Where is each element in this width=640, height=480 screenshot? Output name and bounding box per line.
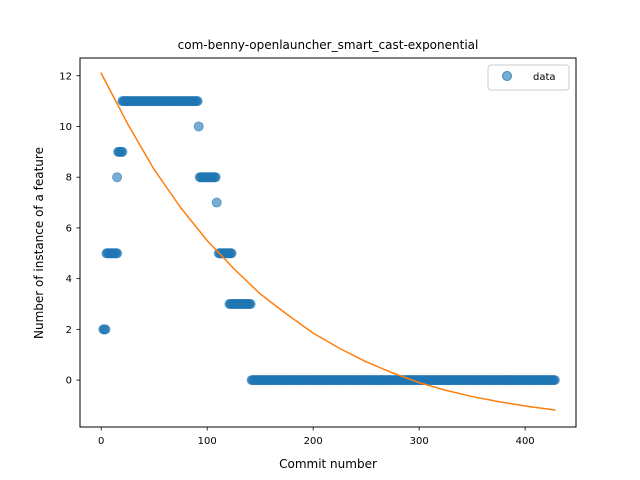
y-tick-label-0: 0 bbox=[66, 376, 72, 387]
data-point-19 bbox=[117, 146, 128, 157]
y-tick-label-2: 2 bbox=[66, 325, 72, 336]
legend: data bbox=[487, 64, 570, 91]
data-point-92 bbox=[193, 121, 204, 132]
fit-line bbox=[100, 72, 556, 411]
x-tick-label-200: 200 bbox=[304, 436, 323, 447]
x-tick-label-100: 100 bbox=[198, 436, 217, 447]
plot-frame bbox=[79, 57, 577, 428]
data-point-143 bbox=[245, 299, 256, 309]
y-tick-label-8: 8 bbox=[66, 173, 72, 184]
x-axis-label: Commit number bbox=[279, 457, 377, 471]
y-tick-label-10: 10 bbox=[59, 122, 72, 133]
chart-title: com-benny-openlauncher_smart_cast-expone… bbox=[178, 38, 479, 52]
data-point-430 bbox=[549, 375, 560, 386]
axes: 0 100 200 300 400 0 2 4 6 8 10 12 bbox=[59, 71, 534, 447]
legend-label: data bbox=[533, 72, 556, 83]
legend-box bbox=[487, 64, 570, 91]
data-point-14 bbox=[112, 172, 123, 183]
y-axis-label: Number of instance of a feature bbox=[32, 147, 46, 339]
data-point-2 bbox=[100, 324, 111, 335]
y-tick-label-4: 4 bbox=[66, 274, 72, 285]
legend-marker bbox=[502, 71, 512, 81]
data-point-122 bbox=[226, 248, 237, 259]
x-tick-label-400: 400 bbox=[516, 436, 535, 447]
y-tick-label-6: 6 bbox=[66, 223, 72, 234]
x-tick-label-0: 0 bbox=[98, 436, 104, 447]
data-point-13 bbox=[112, 248, 123, 259]
data-point-109 bbox=[211, 197, 222, 208]
y-tick-label-12: 12 bbox=[59, 71, 72, 82]
x-tick-label-300: 300 bbox=[410, 436, 429, 447]
data-point-108 bbox=[210, 172, 221, 183]
data-point-91 bbox=[192, 96, 203, 107]
plot-area bbox=[98, 72, 560, 411]
